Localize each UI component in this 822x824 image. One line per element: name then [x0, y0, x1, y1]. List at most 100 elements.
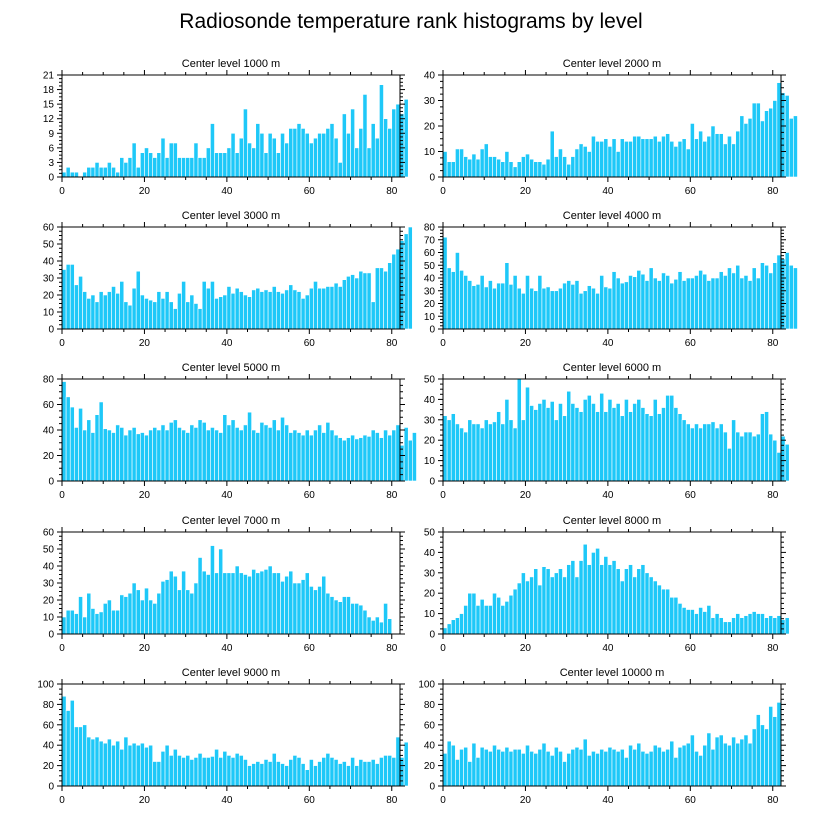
histogram-bar: [553, 156, 559, 178]
y-tick-label: 20: [424, 589, 436, 600]
x-tick-label: 0: [59, 795, 65, 806]
histogram-bar: [483, 419, 489, 482]
histogram-bar: [665, 588, 671, 635]
histogram-bar: [459, 148, 464, 178]
histogram-bar: [669, 740, 675, 787]
histogram-bar: [292, 128, 298, 178]
x-tick-label: 40: [602, 338, 614, 349]
histogram-bar: [673, 757, 679, 787]
histogram-bar: [714, 613, 720, 635]
histogram-bar: [747, 280, 753, 330]
histogram-bar: [115, 424, 121, 482]
histogram-bar: [197, 157, 203, 178]
histogram-bar: [152, 301, 158, 330]
y-tick-label: 80: [424, 700, 436, 711]
histogram-bar: [475, 423, 481, 482]
histogram-bar: [177, 157, 182, 178]
histogram-bar: [681, 280, 687, 330]
histogram-bar: [131, 582, 137, 635]
histogram-bar: [284, 765, 290, 787]
histogram-bar: [442, 236, 448, 330]
histogram-bar: [500, 423, 506, 482]
histogram-bar: [628, 564, 633, 635]
histogram-bar: [247, 296, 252, 330]
histogram-bar: [640, 751, 646, 787]
histogram-bar: [702, 273, 708, 330]
histogram-bar: [574, 407, 580, 482]
histogram-bar: [529, 751, 534, 787]
histogram-bar: [739, 738, 745, 787]
histogram-bar: [395, 103, 401, 178]
histogram-bar: [74, 726, 79, 787]
histogram-bar: [98, 401, 104, 482]
histogram-bar: [152, 427, 158, 482]
histogram-bar: [333, 599, 339, 635]
histogram-bar: [657, 141, 662, 178]
histogram-bar: [300, 434, 306, 482]
histogram-bar: [578, 748, 584, 787]
histogram-bar: [259, 132, 265, 178]
histogram-bar: [329, 123, 335, 178]
histogram-bar: [673, 278, 679, 330]
histogram-bar: [140, 294, 145, 330]
histogram-bar: [586, 151, 592, 178]
histogram-bar: [317, 132, 322, 178]
histogram-bar: [459, 270, 464, 330]
histogram-bar: [148, 429, 153, 482]
histogram-bar: [325, 422, 331, 482]
histogram-bar: [710, 617, 716, 635]
histogram-bar: [731, 272, 736, 330]
histogram-bar: [119, 748, 125, 787]
histogram-bar: [288, 284, 294, 330]
histogram-bar: [238, 429, 244, 482]
histogram-bar: [784, 617, 790, 635]
histogram-bar: [739, 277, 745, 330]
histogram-bar: [644, 413, 650, 482]
histogram-bar: [508, 594, 514, 635]
histogram-bar: [471, 423, 477, 482]
histogram-bar: [504, 601, 510, 635]
histogram-bar: [251, 429, 257, 482]
histogram-bar: [599, 141, 605, 178]
histogram-bar: [362, 609, 368, 635]
x-tick-label: 80: [386, 490, 398, 501]
x-tick-label: 20: [520, 795, 532, 806]
histogram-bar: [578, 411, 584, 482]
x-tick-label: 20: [139, 795, 151, 806]
histogram-bar: [144, 298, 149, 330]
histogram-bar: [595, 411, 600, 482]
histogram-bar: [181, 281, 186, 330]
histogram-bar: [735, 130, 741, 178]
histogram-bar: [300, 128, 306, 178]
histogram-bar: [131, 142, 137, 178]
histogram-bar: [148, 152, 153, 178]
histogram-bar: [516, 161, 522, 178]
histogram-bar: [329, 757, 335, 787]
histogram-bar: [599, 392, 605, 482]
histogram-bar: [111, 744, 116, 787]
histogram-bar: [123, 434, 129, 482]
histogram-bar: [735, 613, 741, 635]
histogram-bar: [768, 706, 774, 787]
histogram-bar: [366, 616, 372, 635]
histogram-bar: [710, 748, 716, 787]
histogram-bar: [694, 613, 699, 635]
histogram-bar: [496, 596, 502, 635]
histogram-panel: Center level 7000 m 0 10 20 30 40 50 60 0 20 40 60 8…: [43, 515, 405, 654]
histogram-bar: [780, 435, 786, 482]
histogram-bar: [628, 411, 633, 482]
histogram-bar: [702, 141, 708, 178]
histogram-bar: [230, 292, 236, 330]
histogram-bar: [772, 617, 778, 635]
histogram-bar: [541, 287, 547, 330]
histogram-bar: [553, 572, 559, 635]
histogram-bar: [516, 582, 522, 635]
histogram-bar: [321, 132, 327, 178]
histogram-bar: [545, 568, 551, 635]
histogram-bar: [574, 576, 580, 635]
histogram-bar: [201, 157, 207, 178]
histogram-bar: [172, 419, 178, 482]
histogram-bar: [156, 592, 162, 635]
histogram-bar: [387, 128, 393, 178]
histogram-bar: [111, 609, 116, 635]
